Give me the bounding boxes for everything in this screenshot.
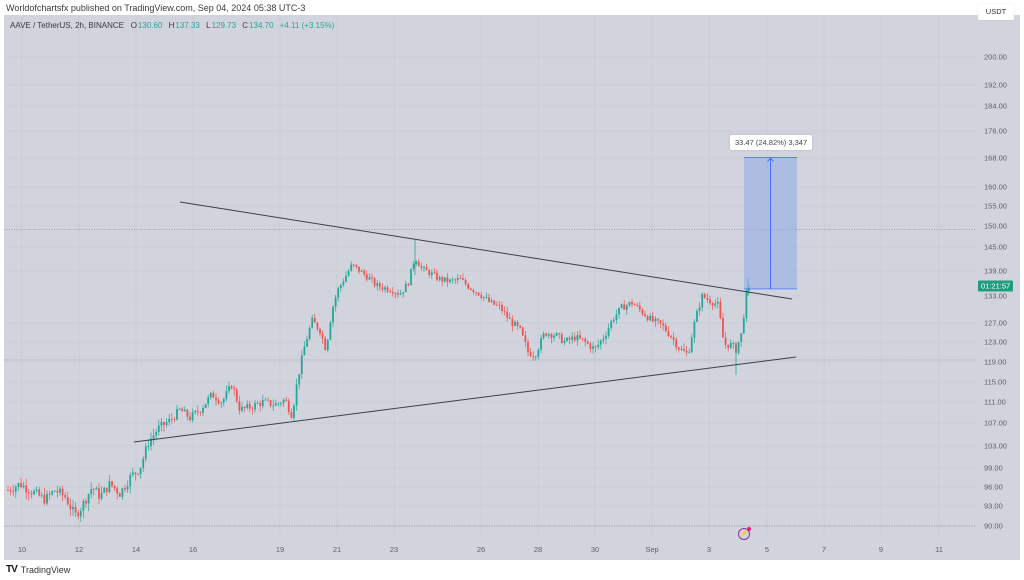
publish-info: Worldofchartsfx published on TradingView… bbox=[6, 3, 306, 13]
time-tick-label: 16 bbox=[188, 545, 198, 554]
time-tick-label: 23 bbox=[389, 545, 399, 554]
close-label: C bbox=[242, 21, 249, 30]
plot-area[interactable]: AAVE / TetherUS, 2h, BINANCE O130.60 H13… bbox=[4, 15, 976, 540]
change-value: +4.11 (+3.15%) bbox=[279, 21, 335, 30]
price-tick-label: 90.00 bbox=[984, 521, 1003, 531]
price-tick-label: 155.00 bbox=[984, 201, 1007, 211]
price-tick-label: 145.00 bbox=[984, 242, 1007, 252]
symbol-title: AAVE / TetherUS, 2h, BINANCE bbox=[10, 21, 124, 30]
candlestick-chart[interactable] bbox=[4, 15, 976, 538]
time-axis[interactable]: 10 12 14 16 19 21 23 26 28 30 Sep 3 5 7 9 11 bbox=[4, 538, 976, 560]
time-tick-label: 7 bbox=[821, 545, 827, 554]
price-tick-label: 184.00 bbox=[984, 101, 1007, 111]
price-tick-label: 119.00 bbox=[984, 357, 1007, 367]
price-tick-label: 150.00 bbox=[984, 221, 1007, 231]
price-tick-label: 200.00 bbox=[984, 52, 1007, 62]
time-tick-label: 12 bbox=[74, 545, 84, 554]
price-tick-label: 168.00 bbox=[984, 153, 1007, 163]
high-value: 137.33 bbox=[175, 21, 200, 30]
measure-tool-label[interactable]: 33.47 (24.82%) 3,347 bbox=[730, 135, 813, 151]
tradingview-logo-icon: TV bbox=[6, 564, 18, 575]
price-tick-label: 96.00 bbox=[984, 482, 1003, 492]
price-axis[interactable]: 200.00 192.00 184.00 176.00 168.00 160.00 155.… bbox=[976, 15, 1020, 538]
price-tick-label: 123.00 bbox=[984, 337, 1007, 347]
price-tick-label: 139.00 bbox=[984, 266, 1007, 276]
time-tick-label: 11 bbox=[935, 545, 943, 554]
time-tick-label: 5 bbox=[764, 545, 770, 554]
open-label: O bbox=[130, 21, 137, 30]
time-tick-label: 30 bbox=[590, 545, 600, 554]
time-tick-label: 21 bbox=[332, 545, 342, 554]
lightning-event-icon[interactable]: ⚡ bbox=[738, 527, 751, 540]
footer-branding: TV TradingView bbox=[6, 564, 70, 575]
symbol-legend: AAVE / TetherUS, 2h, BINANCE O130.60 H13… bbox=[10, 21, 338, 30]
price-tick-label: 99.00 bbox=[984, 463, 1003, 473]
time-tick-label: 19 bbox=[275, 545, 285, 554]
time-tick-label: Sep bbox=[645, 545, 659, 554]
chart-container[interactable]: AAVE / TetherUS, 2h, BINANCE O130.60 H13… bbox=[4, 15, 1020, 560]
brand-name: TradingView bbox=[20, 564, 71, 575]
price-tick-label: 115.00 bbox=[984, 377, 1007, 387]
notification-dot bbox=[747, 527, 751, 531]
high-label: H bbox=[168, 21, 175, 30]
price-tick-label: 192.00 bbox=[984, 80, 1007, 90]
time-tick-label: 28 bbox=[533, 545, 543, 554]
price-tick-label: 176.00 bbox=[984, 126, 1007, 136]
low-label: L bbox=[206, 21, 211, 30]
price-tick-label: 133.00 bbox=[984, 291, 1007, 301]
time-tick-label: 3 bbox=[706, 545, 712, 554]
currency-button[interactable]: USDT bbox=[978, 4, 1014, 20]
time-tick-label: 10 bbox=[17, 545, 27, 554]
price-tick-label: 111.00 bbox=[984, 397, 1006, 407]
close-value: 134.70 bbox=[249, 21, 274, 30]
time-tick-label: 14 bbox=[131, 545, 141, 554]
open-value: 130.60 bbox=[137, 21, 163, 30]
time-tick-label: 9 bbox=[878, 545, 884, 554]
price-tick-label: 93.00 bbox=[984, 501, 1003, 511]
price-tick-label: 160.00 bbox=[984, 182, 1007, 192]
price-tick-label: 107.00 bbox=[984, 418, 1007, 428]
price-tick-label: 127.00 bbox=[984, 318, 1007, 328]
time-tick-label: 26 bbox=[476, 545, 486, 554]
price-tick-label: 103.00 bbox=[984, 441, 1007, 451]
low-value: 129.73 bbox=[211, 21, 237, 30]
bar-countdown-badge: 01:21:57 bbox=[978, 280, 1014, 292]
